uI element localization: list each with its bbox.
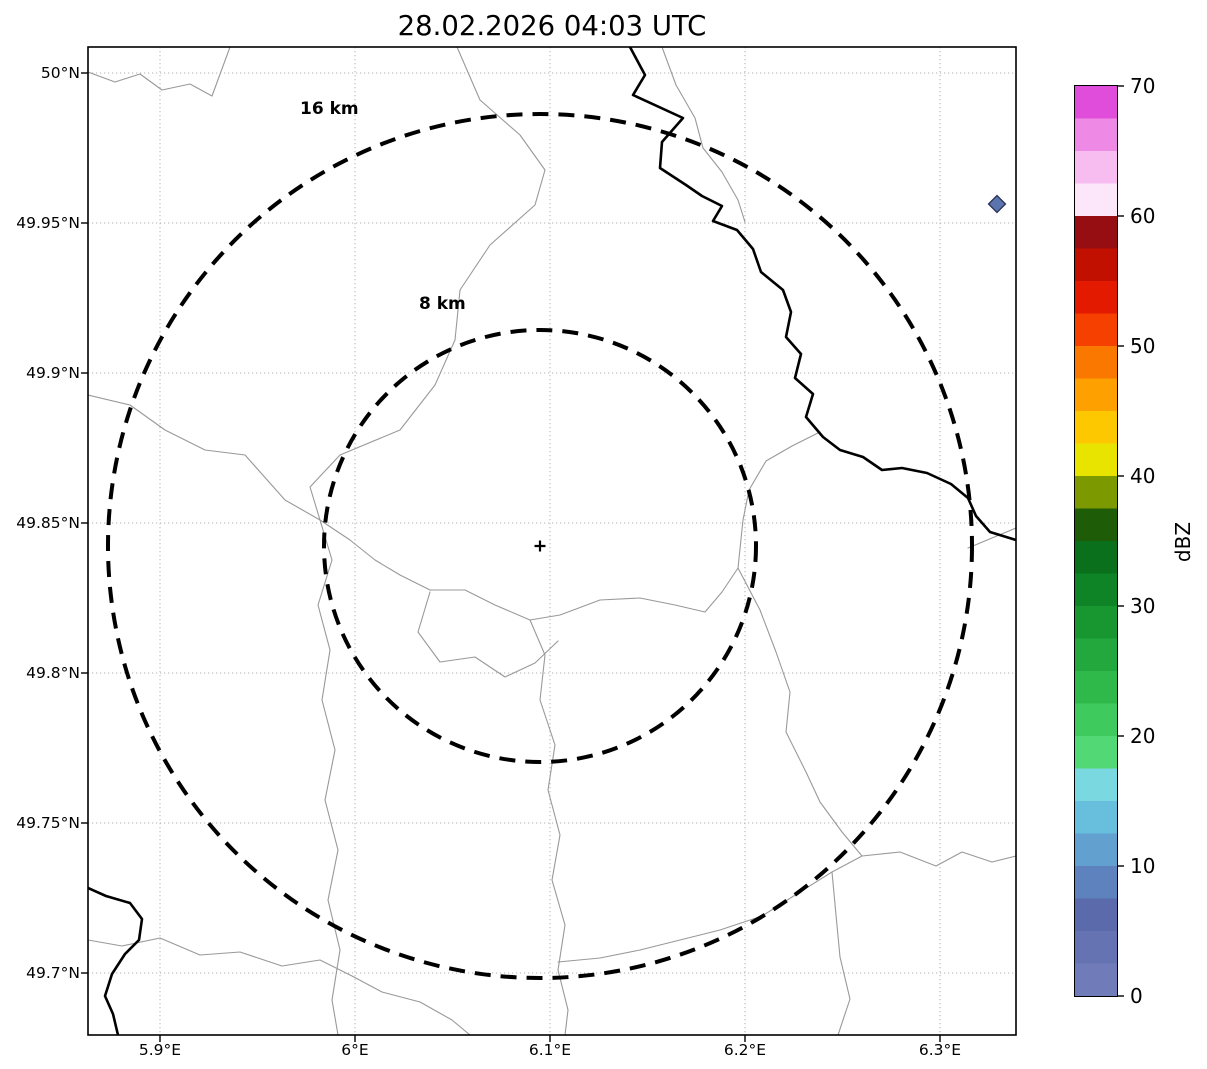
colorbar-tick-label: 0 <box>1130 984 1143 1008</box>
x-tick-marks <box>159 1035 941 1042</box>
admin-boundaries <box>88 47 1016 1035</box>
border-path <box>529 619 569 1035</box>
ring-label-16km: 16 km <box>300 99 359 119</box>
border-path <box>737 431 821 569</box>
ring-label-8km: 8 km <box>419 294 466 314</box>
border-path <box>88 394 739 621</box>
border-path <box>557 855 863 963</box>
colorbar-tick-marks <box>1118 85 1124 997</box>
y-tick-label: 49.85°N <box>16 514 80 532</box>
x-tick-label: 6.3°E <box>918 1041 962 1059</box>
grid-lines <box>88 47 1016 1035</box>
plot-title: 28.02.2026 04:03 UTC <box>397 10 707 42</box>
colorbar-tick-label: 70 <box>1130 74 1156 98</box>
border-path <box>831 871 851 1035</box>
border-path <box>88 47 231 97</box>
plot-frame <box>87 46 1017 1036</box>
colorbar-axis-label: dBZ <box>1171 521 1195 563</box>
radar-center-marker <box>534 540 546 552</box>
colorbar-tick-label: 30 <box>1130 594 1156 618</box>
border-path <box>967 527 1016 549</box>
river-path <box>628 47 1016 542</box>
y-tick-label: 49.75°N <box>16 814 80 832</box>
y-tick-label: 49.9°N <box>26 364 80 382</box>
colorbar-tick-label: 10 <box>1130 854 1156 878</box>
colorbar-tick-label: 50 <box>1130 334 1156 358</box>
border-path <box>88 937 471 1035</box>
range-ring-8km <box>322 328 758 764</box>
y-tick-label: 49.8°N <box>26 664 80 682</box>
x-tick-label: 6°E <box>341 1041 369 1059</box>
x-tick-label: 6.2°E <box>723 1041 767 1059</box>
x-tick-label: 5.9°E <box>138 1041 182 1059</box>
y-tick-label: 49.95°N <box>16 214 80 232</box>
colorbar-gradient <box>1074 85 1118 997</box>
colorbar-tick-label: 20 <box>1130 724 1156 748</box>
river-path <box>88 886 144 1035</box>
border-path <box>661 47 746 223</box>
border-path <box>309 47 546 521</box>
colorbar-tick-label: 60 <box>1130 204 1156 228</box>
echo-marker <box>987 194 1007 214</box>
border-path <box>317 519 341 1035</box>
border-path <box>417 591 559 678</box>
river-border <box>88 47 1016 1035</box>
y-tick-marks <box>81 72 88 974</box>
y-tick-label: 50°N <box>40 64 80 82</box>
x-tick-label: 6.1°E <box>528 1041 572 1059</box>
colorbar-tick-label: 40 <box>1130 464 1156 488</box>
range-ring-16km <box>106 112 974 980</box>
border-path <box>737 567 1016 867</box>
y-tick-label: 49.7°N <box>26 964 80 982</box>
